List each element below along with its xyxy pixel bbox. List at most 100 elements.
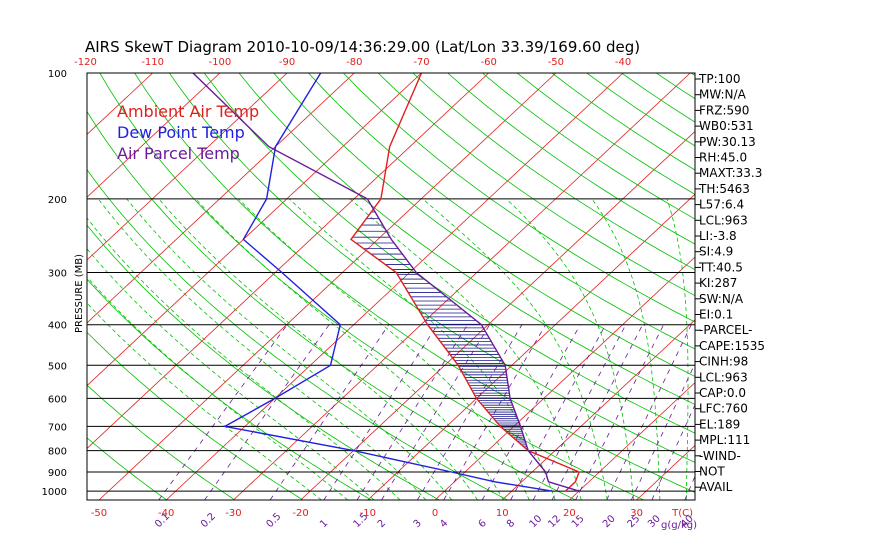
- index-label: LCL:963: [699, 213, 748, 227]
- isotherm-line: [87, 73, 288, 261]
- top-temp-tick-label: -40: [615, 57, 631, 68]
- mixing-ratio-tick-label: 8: [505, 518, 517, 530]
- mixing-ratio-tick-label: 2: [376, 518, 388, 530]
- mixing-ratio-tick-label: 0.5: [264, 511, 283, 530]
- dry-adiabat-line: [238, 73, 695, 405]
- index-label: RH:45.0: [699, 151, 747, 165]
- mixing-ratio-line: [416, 324, 523, 500]
- bottom-temp-tick-label: 0: [432, 508, 438, 519]
- isotherm-line: [501, 319, 695, 500]
- index-label: EI:0.1: [699, 308, 733, 322]
- top-temp-tick-label: -90: [279, 57, 295, 68]
- x-axis-label: T(C): [671, 508, 693, 519]
- index-label: TT:40.5: [698, 260, 743, 274]
- mixing-ratio-line: [158, 324, 288, 500]
- index-label: TP:100: [698, 72, 741, 86]
- top-temp-tick-label: -120: [74, 57, 97, 68]
- top-temp-tick-label: -110: [141, 57, 164, 68]
- mixing-ratio-tick-label: 0.2: [199, 511, 218, 530]
- mixing-ratio-unit-label: g(g/kg): [661, 520, 697, 531]
- index-label: PW:30.13: [699, 135, 756, 149]
- dry-adiabat-line: [377, 73, 695, 297]
- dry-adiabat-line: [87, 331, 304, 500]
- legend-entry: Air Parcel Temp: [117, 144, 240, 163]
- legend-entry: Ambient Air Temp: [117, 102, 259, 121]
- moist-adiabat-line: [238, 198, 530, 500]
- moist-adiabat-line: [97, 198, 427, 500]
- isotherm-line: [87, 73, 422, 387]
- plot-frame: [86, 72, 696, 501]
- dry-adiabat-line: [308, 73, 695, 350]
- pressure-tick-label: 800: [48, 447, 67, 458]
- mixing-ratio-line: [269, 324, 390, 500]
- pressure-tick-label: 300: [48, 269, 67, 280]
- moist-adiabat-line: [126, 198, 453, 500]
- dry-adiabat-line: [169, 73, 695, 463]
- moist-adiabat-line: [87, 276, 349, 500]
- mixing-ratio-tick-label: 6: [477, 518, 489, 530]
- dry-adiabat-line: [99, 73, 644, 500]
- parcel-temp-line: [192, 73, 580, 492]
- index-label: -PARCEL-: [699, 323, 753, 337]
- dry-adiabat-line: [343, 73, 695, 323]
- mixing-ratio-line: [510, 324, 606, 500]
- bottom-temp-tick-label: 10: [496, 508, 509, 519]
- index-label: CINH:98: [699, 355, 748, 369]
- pressure-tick-label: 1000: [42, 487, 67, 498]
- isotherm-line: [87, 73, 221, 198]
- index-label: -WIND-: [699, 449, 741, 463]
- moist-adiabat-line: [289, 198, 556, 500]
- pressure-tick-label: 500: [48, 361, 67, 372]
- mixing-ratio-line: [532, 324, 627, 500]
- moist-adiabat-line: [87, 217, 401, 500]
- mixing-ratio-line: [551, 324, 643, 500]
- mixing-ratio-tick-label: 1: [318, 518, 330, 530]
- bottom-temp-tick-label: -50: [91, 508, 107, 519]
- mixing-ratio-line: [204, 324, 330, 500]
- y-axis-label: PRESSURE (MB): [74, 254, 85, 333]
- index-label: SI:4.9: [699, 245, 733, 259]
- moist-adiabat-line: [195, 198, 504, 500]
- index-label: CAP:0.0: [699, 386, 746, 400]
- chart-title: AIRS SkewT Diagram 2010-10-09/14:36:29.0…: [85, 38, 640, 56]
- dry-adiabat-line: [87, 437, 168, 500]
- grid-clip: [0, 73, 695, 500]
- dry-adiabat-line: [273, 73, 695, 377]
- isotherm-line: [87, 73, 355, 324]
- isotherm-line: [434, 256, 695, 500]
- hatch-clip: [352, 211, 527, 448]
- index-label: CAPE:1535: [699, 339, 765, 353]
- dry-adiabat-line: [656, 73, 695, 100]
- pressure-tick-label: 400: [48, 321, 67, 332]
- moist-adiabat-line: [422, 198, 608, 500]
- profiles: [192, 73, 581, 492]
- dry-adiabat-line: [516, 73, 695, 195]
- cape-hatch: [352, 211, 527, 448]
- index-label: EL:189: [699, 417, 740, 431]
- top-temp-tick-label: -100: [209, 57, 232, 68]
- index-label: FRZ:590: [699, 103, 749, 117]
- mixing-ratio-line: [651, 403, 695, 500]
- top-temp-tick-label: -60: [481, 57, 497, 68]
- bottom-temp-tick-label: 20: [563, 508, 576, 519]
- isotherm-line: [367, 193, 695, 500]
- dry-adiabat-line: [87, 110, 576, 500]
- isotherm-line: [0, 73, 18, 500]
- isotherm-line: [569, 382, 695, 500]
- index-label: KI:287: [699, 276, 737, 290]
- mixing-ratio-line: [481, 324, 581, 500]
- moist-adiabat-line: [349, 198, 582, 500]
- moist-adiabat-line: [506, 198, 634, 500]
- legend: Ambient Air Temp Dew Point Temp Air Parcel…: [117, 102, 259, 163]
- mixing-ratio-line: [606, 324, 692, 500]
- mixing-ratio-tick-label: 12: [546, 513, 563, 530]
- bottom-temp-tick-label: -40: [158, 508, 174, 519]
- pressure-tick-label: 100: [48, 69, 67, 80]
- index-label: L57:6.4: [699, 198, 744, 212]
- index-label: LFC:760: [699, 402, 748, 416]
- moist-adiabat-line: [591, 198, 661, 500]
- mixing-ratio-tick-label: 4: [438, 518, 450, 530]
- isotherm-line: [0, 73, 85, 500]
